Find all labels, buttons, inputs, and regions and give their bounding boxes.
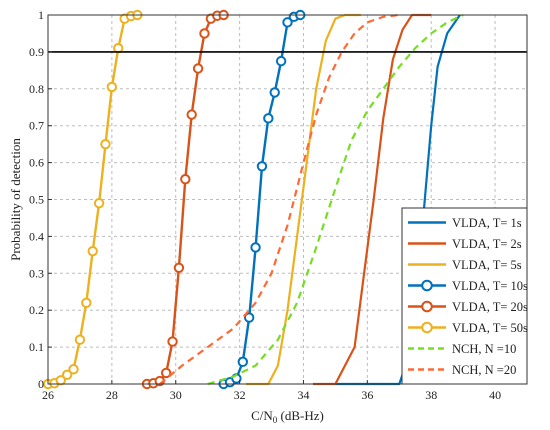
data-point xyxy=(275,55,287,67)
x-tick-label: 40 xyxy=(489,388,501,402)
legend-marker xyxy=(421,321,433,334)
legend-label: NCH, N =10 xyxy=(452,342,516,356)
y-tick-label: 0.2 xyxy=(29,303,44,317)
series-line-2 xyxy=(246,13,361,386)
y-tick-label: 0.9 xyxy=(29,45,44,59)
y-tick-label: 0.8 xyxy=(29,82,44,96)
y-tick-label: 0 xyxy=(38,377,44,391)
data-point xyxy=(243,312,255,323)
data-point xyxy=(263,113,274,124)
legend-label: VLDA, T= 20s xyxy=(452,300,528,314)
x-tick-label: 26 xyxy=(42,388,54,402)
data-point xyxy=(87,245,98,257)
series-line-6 xyxy=(207,14,464,386)
y-tick-label: 0.7 xyxy=(29,119,44,133)
legend: VLDA, T= 1s VLDA, T= 2s VLDA, T= 5s VLDA, T… xyxy=(401,207,528,385)
y-tick-label: 0.6 xyxy=(29,156,44,170)
legend-marker xyxy=(421,300,433,313)
x-tick-label: 34 xyxy=(297,388,309,402)
legend-label: VLDA, T= 5s xyxy=(452,258,522,272)
legend-box xyxy=(401,207,528,385)
y-tick-label: 0.1 xyxy=(29,340,44,354)
x-tick-label: 32 xyxy=(234,388,246,402)
series-line-1 xyxy=(313,13,432,386)
y-tick-label: 1 xyxy=(38,8,44,22)
legend-label: VLDA, T= 1s xyxy=(452,216,522,230)
plot-area xyxy=(42,9,527,390)
x-tick-label: 30 xyxy=(170,388,182,402)
data-point xyxy=(106,81,118,93)
data-point xyxy=(180,174,191,185)
data-point xyxy=(100,138,111,150)
x-axis-title: C/N0 (dB-Hz) xyxy=(251,408,324,425)
data-point xyxy=(81,297,92,309)
axis-ticks: 26 28 30 32 34 36 38 40 0 0.1 0.2 0.3 0.4 0.5 0.6 0.7 0.… xyxy=(29,8,501,402)
data-point xyxy=(199,28,210,39)
y-tick-label: 0.5 xyxy=(29,193,44,207)
data-point xyxy=(167,336,178,347)
data-point xyxy=(173,262,185,273)
y-tick-label: 0.4 xyxy=(29,229,44,243)
x-tick-label: 36 xyxy=(361,388,373,402)
data-point xyxy=(55,375,66,386)
x-tick-label: 38 xyxy=(425,388,437,402)
y-tick-label: 0.3 xyxy=(29,266,44,280)
series-line-7 xyxy=(159,13,400,385)
legend-marker xyxy=(421,279,433,292)
x-tick-label: 28 xyxy=(106,388,118,402)
data-point xyxy=(192,63,204,74)
data-point xyxy=(61,369,73,380)
data-point xyxy=(282,17,293,28)
y-axis-title: Probability of detection xyxy=(8,138,23,261)
data-point xyxy=(186,109,197,120)
legend-label: NCH, N =20 xyxy=(452,363,516,377)
data-point xyxy=(237,356,248,368)
data-point xyxy=(74,334,86,345)
data-point xyxy=(269,87,280,98)
data-point xyxy=(256,161,268,172)
data-point xyxy=(250,242,261,253)
data-point xyxy=(93,197,105,209)
legend-label: VLDA, T= 10s xyxy=(452,279,528,293)
legend-label: VLDA, T= 50s xyxy=(452,321,528,335)
legend-label: VLDA, T= 2s xyxy=(452,237,522,251)
data-point xyxy=(68,364,79,375)
data-point xyxy=(160,367,172,379)
